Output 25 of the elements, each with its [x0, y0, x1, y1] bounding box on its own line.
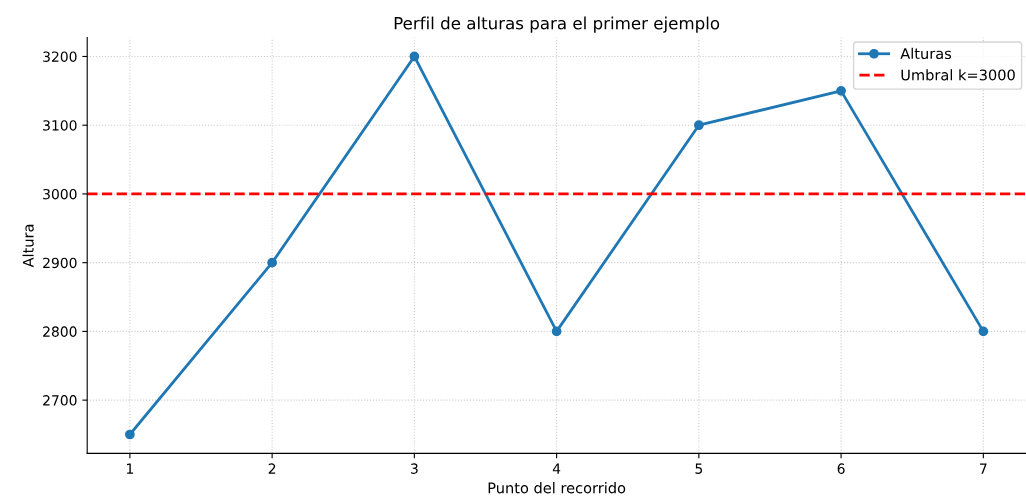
point — [693, 120, 704, 131]
x-tick-label: 7 — [980, 463, 987, 474]
chart-title: Perfil de alturas para el primer ejemplo — [394, 16, 720, 33]
x-tick-label: 2 — [268, 463, 276, 474]
legend-label: Umbral k=3000 — [901, 69, 1015, 81]
x-tick-label: 1 — [126, 463, 134, 474]
x-tick-label: 4 — [552, 463, 561, 474]
x-tick-label: 6 — [837, 463, 845, 474]
x-tick-label: 3 — [411, 463, 418, 474]
x-tick-label: 5 — [695, 463, 703, 474]
point — [409, 51, 420, 62]
point — [551, 326, 562, 337]
x-axis-title: Punto del recorrido — [488, 482, 626, 494]
legend-label: Alturas — [900, 47, 952, 60]
point — [125, 429, 135, 440]
y-tick-label: 2700 — [43, 395, 77, 406]
y-tick-label: 2900 — [43, 257, 77, 269]
point — [267, 257, 277, 268]
y-tick-label: 2800 — [43, 326, 77, 337]
y-tick-label: 3100 — [43, 120, 77, 131]
point — [836, 85, 846, 96]
point — [978, 326, 989, 337]
y-tick-label: 3200 — [43, 51, 77, 62]
y-axis-title: Altura — [22, 224, 34, 268]
y-tick-label: 3000 — [43, 188, 77, 200]
